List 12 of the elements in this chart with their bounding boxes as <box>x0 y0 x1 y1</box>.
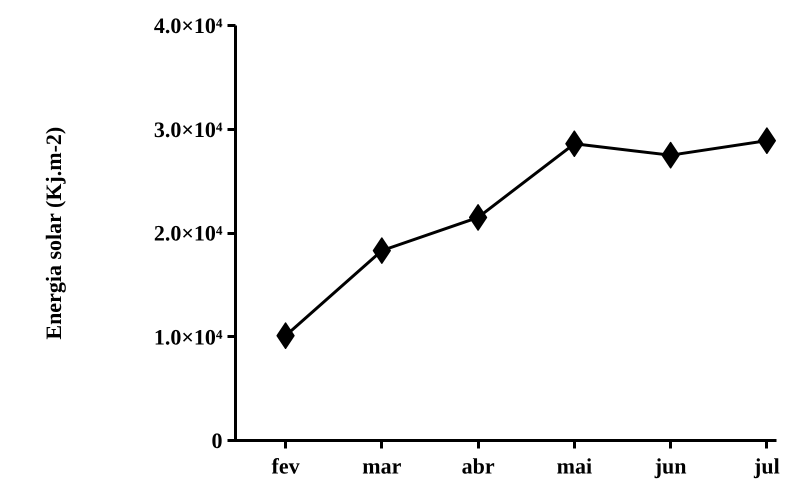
y-tick-label: 1.0×10⁴ <box>154 324 223 350</box>
y-tick-label: 0 <box>212 428 222 453</box>
x-tick-label: jul <box>753 454 780 478</box>
y-tick-label: 2.0×10⁴ <box>154 220 223 246</box>
x-tick-label: jun <box>654 454 687 478</box>
y-axis-title: Energia solar (Kj.m-2) <box>40 126 66 340</box>
x-tick-label: mar <box>362 454 402 478</box>
x-tick-label: abr <box>462 454 495 478</box>
x-tick-label: mai <box>556 454 592 478</box>
y-tick-label: 4.0×10⁴ <box>154 13 223 38</box>
y-tick-label: 3.0×10⁴ <box>154 116 223 142</box>
x-tick-label: fev <box>272 454 300 478</box>
